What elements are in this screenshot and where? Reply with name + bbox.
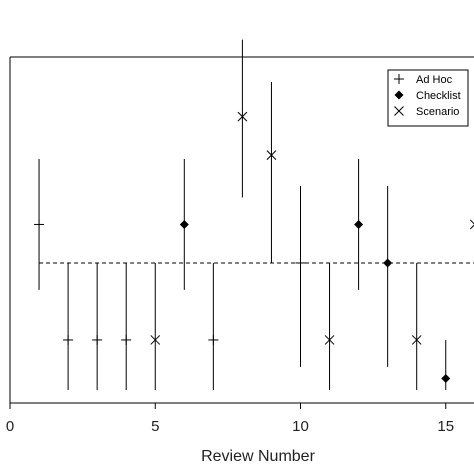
cross-marker [266, 150, 277, 161]
x-axis-title: Review Number [201, 448, 315, 465]
cross-marker [150, 335, 161, 345]
x-tick-label: 0 [6, 418, 14, 435]
cross-marker-b [411, 335, 422, 345]
data-point [354, 159, 364, 290]
plus-marker [394, 74, 404, 84]
cross-marker [411, 335, 422, 345]
cross-marker [469, 219, 474, 230]
data-point [441, 339, 451, 390]
cross-marker-b [150, 335, 161, 345]
data-point [92, 262, 103, 390]
plus-marker [34, 219, 45, 230]
data-point [121, 262, 132, 390]
legend-label: Checklist [416, 90, 461, 102]
plus-marker [63, 334, 74, 345]
data-point [237, 39, 248, 198]
legend-label: Scenario [416, 106, 459, 118]
diamond-marker [354, 219, 364, 229]
x-tick-label: 15 [437, 418, 454, 435]
data-point [324, 262, 335, 390]
cross-marker-b [469, 224, 474, 230]
data-point [383, 185, 393, 367]
cross-marker-b [266, 150, 277, 161]
cross-marker [394, 106, 404, 116]
plus-marker [92, 334, 103, 345]
series-scenario [150, 39, 474, 390]
legend-entry: Checklist [394, 90, 461, 102]
data-point [469, 219, 474, 230]
data-point [179, 159, 189, 290]
diamond-marker [441, 373, 451, 383]
cross-marker-b [324, 335, 335, 345]
plus-marker [295, 257, 306, 268]
cross-marker-a [469, 219, 474, 225]
x-tick-label: 10 [292, 418, 309, 435]
data-point [63, 262, 74, 390]
diamond-marker [394, 90, 404, 100]
plus-marker [208, 334, 219, 345]
diamond-marker [179, 219, 189, 229]
x-axis-ticks-layer: 0 5 10 15 [6, 403, 454, 435]
data-point [295, 185, 306, 367]
data-marks-layer [34, 39, 474, 390]
x-tick-label: 5 [151, 418, 159, 435]
legend-label: Ad Hoc [416, 74, 453, 86]
cross-marker [324, 335, 335, 345]
series-ad-hoc [34, 159, 306, 390]
data-point [208, 262, 219, 390]
data-point [266, 82, 277, 263]
legend-entry: Ad Hoc [394, 74, 453, 86]
cross-marker-b [237, 111, 248, 122]
plus-marker [121, 334, 132, 345]
legend-entry: Scenario [394, 106, 459, 118]
legend: Ad Hoc Checklist Scenario [387, 69, 469, 127]
cross-marker-b [394, 106, 404, 116]
data-point [34, 159, 45, 290]
series-checklist [179, 159, 451, 390]
cross-marker [237, 111, 248, 122]
data-point [150, 262, 161, 390]
data-point [411, 262, 422, 390]
diamond-marker [383, 258, 393, 268]
